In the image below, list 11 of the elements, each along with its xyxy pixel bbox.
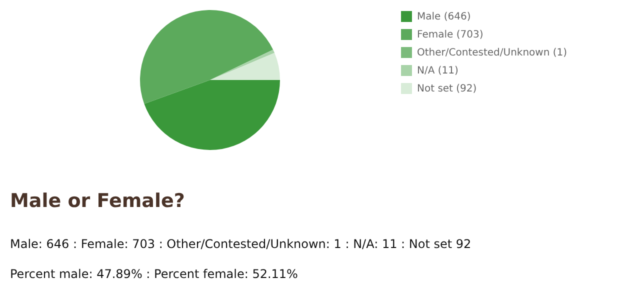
pie-slice — [210, 52, 280, 80]
text: Male or Female? — [10, 190, 185, 212]
pie-slice — [140, 10, 274, 104]
pie-slice — [144, 80, 280, 150]
legend-label: Male (646) — [417, 12, 471, 22]
legend-label: N/A (11) — [417, 66, 458, 76]
legend-label: Other/Contested/Unknown (1) — [417, 48, 568, 58]
legend-label: Not set (92) — [417, 84, 477, 94]
text: Percent male: 47.89% : Percent female: 52.11% — [10, 267, 298, 281]
legend-label: Female (703) — [417, 30, 484, 40]
text: Male: 646 : Female: 703 : Other/Contested/Unknown: 1 : N/A: 11 : Not set 92 — [10, 237, 472, 251]
